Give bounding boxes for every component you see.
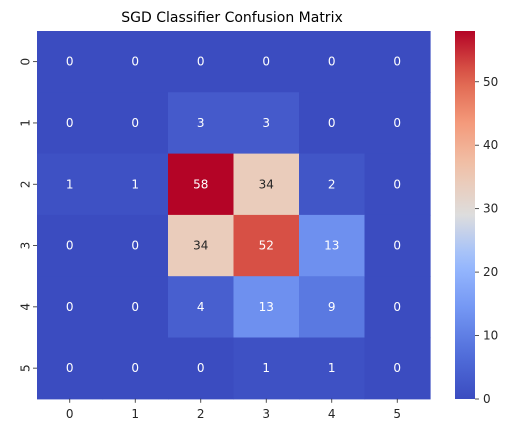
x-tick-label: 5 [393,407,401,421]
cell-value-label: 1 [262,361,270,375]
cell-value-label: 9 [328,300,336,314]
x-tick-label: 3 [262,407,270,421]
cell-value-label: 0 [393,239,401,253]
cell-value-label: 0 [131,239,139,253]
heatmap-cell [233,337,300,400]
cell-value-label: 0 [393,116,401,130]
heatmap-cell [168,92,235,155]
heatmap-cell [168,153,235,216]
cell-value-label: 0 [328,55,336,69]
heatmap-cell [364,92,431,155]
cell-value-label: 4 [197,300,205,314]
heatmap-cell [102,153,169,216]
cell-value-label: 34 [193,239,208,253]
heatmap-cell [168,276,235,339]
heatmap-cell [37,31,104,93]
heatmap-cell [102,276,169,339]
cell-value-label: 0 [66,361,74,375]
heatmap-cells [37,31,431,400]
colorbar-tick-label: 40 [483,138,498,152]
heatmap-cell [168,337,235,400]
heatmap-cell [102,214,169,277]
heatmap-cell [37,337,104,400]
heatmap-cell [364,276,431,339]
x-tick-label: 1 [131,407,139,421]
x-tick-label: 2 [197,407,205,421]
heatmap-cell [299,276,366,339]
cell-value-label: 0 [262,55,270,69]
heatmap-cell [233,276,300,339]
y-tick-label: 5 [19,364,33,372]
cell-value-label: 0 [393,177,401,191]
cell-value-label: 0 [66,239,74,253]
heatmap-cell [299,337,366,400]
heatmap-cell [233,92,300,155]
colorbar [455,31,475,399]
cell-value-label: 0 [66,116,74,130]
heatmap-cell [233,31,300,93]
cell-value-label: 2 [328,177,336,191]
colorbar-tick-label: 30 [483,202,498,216]
cell-value-label: 0 [131,55,139,69]
cell-value-label: 13 [324,239,339,253]
heatmap-cell [37,153,104,216]
heatmap-cell [37,214,104,277]
colorbar-tick-label: 10 [483,329,498,343]
heatmap-cell [364,31,431,93]
cell-value-label: 0 [328,116,336,130]
heatmap-cell [102,31,169,93]
y-tick-label: 4 [19,303,33,311]
heatmap-cell [37,276,104,339]
colorbar-gradient [455,31,475,399]
cell-value-label: 52 [259,239,274,253]
colorbar-axis: 0 10 20 30 40 50 [475,75,498,406]
heatmap-cell [364,214,431,277]
heatmap-cell [364,153,431,216]
heatmap-cell [233,214,300,277]
colorbar-tick-label: 50 [483,75,498,89]
heatmap-cell [299,214,366,277]
heatmap-cell [168,214,235,277]
cell-value-label: 0 [393,55,401,69]
heatmap-cell [102,92,169,155]
cell-value-label: 0 [66,55,74,69]
y-tick-label: 0 [19,58,33,66]
cell-value-label: 13 [259,300,274,314]
cell-value-label: 3 [262,116,270,130]
heatmap-cell [299,153,366,216]
cell-value-label: 0 [66,300,74,314]
cell-value-label: 1 [66,177,74,191]
y-tick-label: 3 [19,242,33,250]
cell-value-label: 58 [193,177,208,191]
heatmap-cell [233,153,300,216]
colorbar-tick-label: 0 [483,392,491,406]
cell-value-label: 0 [393,300,401,314]
y-axis: 0 1 2 3 4 5 [19,58,37,372]
cell-value-label: 3 [197,116,205,130]
cell-value-label: 0 [131,300,139,314]
heatmap-cell-labels: 0 0 0 0 0 0 0 0 3 3 0 0 1 1 58 34 2 0 0 0 34 52 13 0 0 0 4 13 9 0 0 0 0 1… [66,55,401,375]
heatmap-cell [299,31,366,93]
heatmap-cell [168,31,235,93]
heatmap-cell [102,337,169,400]
cell-value-label: 1 [131,177,139,191]
heatmap-cell [37,92,104,155]
cell-value-label: 0 [131,116,139,130]
y-tick-label: 1 [19,119,33,127]
chart-title: SGD Classifier Confusion Matrix [121,10,343,26]
heatmap-cell [364,337,431,400]
cell-value-label: 0 [197,361,205,375]
cell-value-label: 1 [328,361,336,375]
cell-value-label: 0 [393,361,401,375]
cell-value-label: 34 [259,177,274,191]
heatmap-cell [299,92,366,155]
x-tick-label: 4 [328,407,336,421]
cell-value-label: 0 [131,361,139,375]
y-tick-label: 2 [19,180,33,188]
colorbar-tick-label: 20 [483,265,498,279]
x-tick-label: 0 [66,407,74,421]
cell-value-label: 0 [197,55,205,69]
x-axis: 0 1 2 3 4 5 [66,398,401,421]
